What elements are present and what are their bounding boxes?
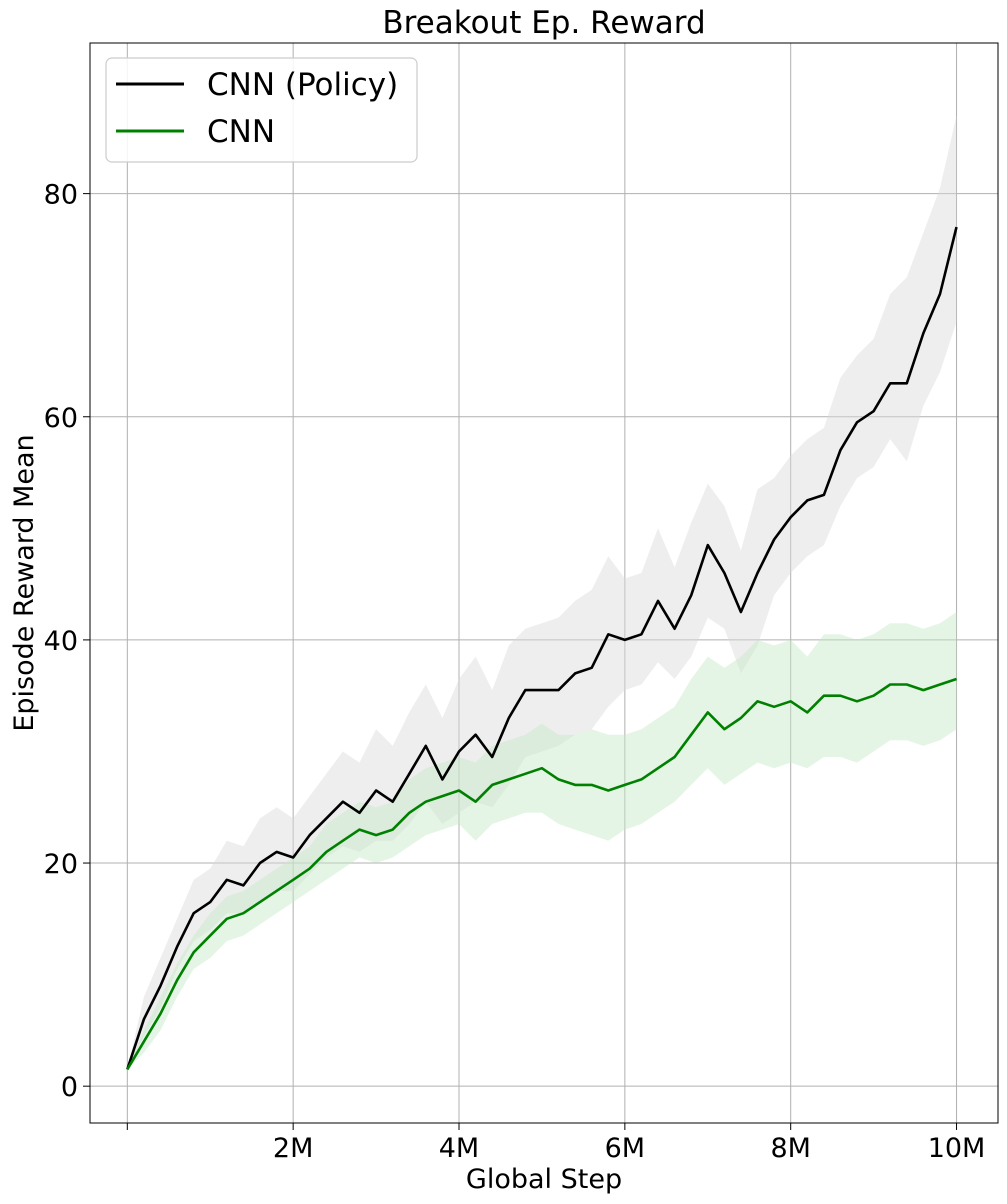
grid	[90, 43, 998, 1123]
y-axis-label: Episode Reward Mean	[9, 434, 40, 731]
y-tick-label: 20	[44, 849, 78, 880]
y-tick-label: 40	[44, 626, 78, 657]
confidence-band-0	[127, 115, 957, 1070]
legend-label-1: CNN	[207, 114, 275, 150]
legend-items: CNN (Policy) CNN	[116, 67, 398, 150]
y-tick-label: 60	[44, 403, 78, 434]
legend-label-0: CNN (Policy)	[207, 67, 398, 103]
series-line-1	[126, 677, 957, 1071]
y-axis: 0 20 40 60 80	[44, 180, 90, 1103]
chart-title: Breakout Ep. Reward	[382, 5, 705, 41]
x-axis-label: Global Step	[466, 1164, 622, 1195]
x-tick-label: 8M	[770, 1133, 810, 1164]
series-line-0	[126, 226, 958, 1070]
x-tick-label: 10M	[928, 1133, 986, 1164]
x-axis: 2M 4M 6M 8M 10M	[126, 1123, 986, 1164]
y-tick-label: 80	[44, 180, 78, 211]
plot-frame	[89, 42, 999, 1124]
x-tick-label: 4M	[439, 1133, 479, 1164]
series-lines	[126, 226, 958, 1071]
confidence-bands	[127, 115, 957, 1070]
y-tick-label: 0	[61, 1072, 78, 1103]
confidence-band-1	[127, 612, 957, 1070]
legend: CNN (Policy) CNN	[105, 57, 418, 163]
x-tick-label: 6M	[605, 1133, 645, 1164]
x-tick-label: 2M	[273, 1133, 313, 1164]
